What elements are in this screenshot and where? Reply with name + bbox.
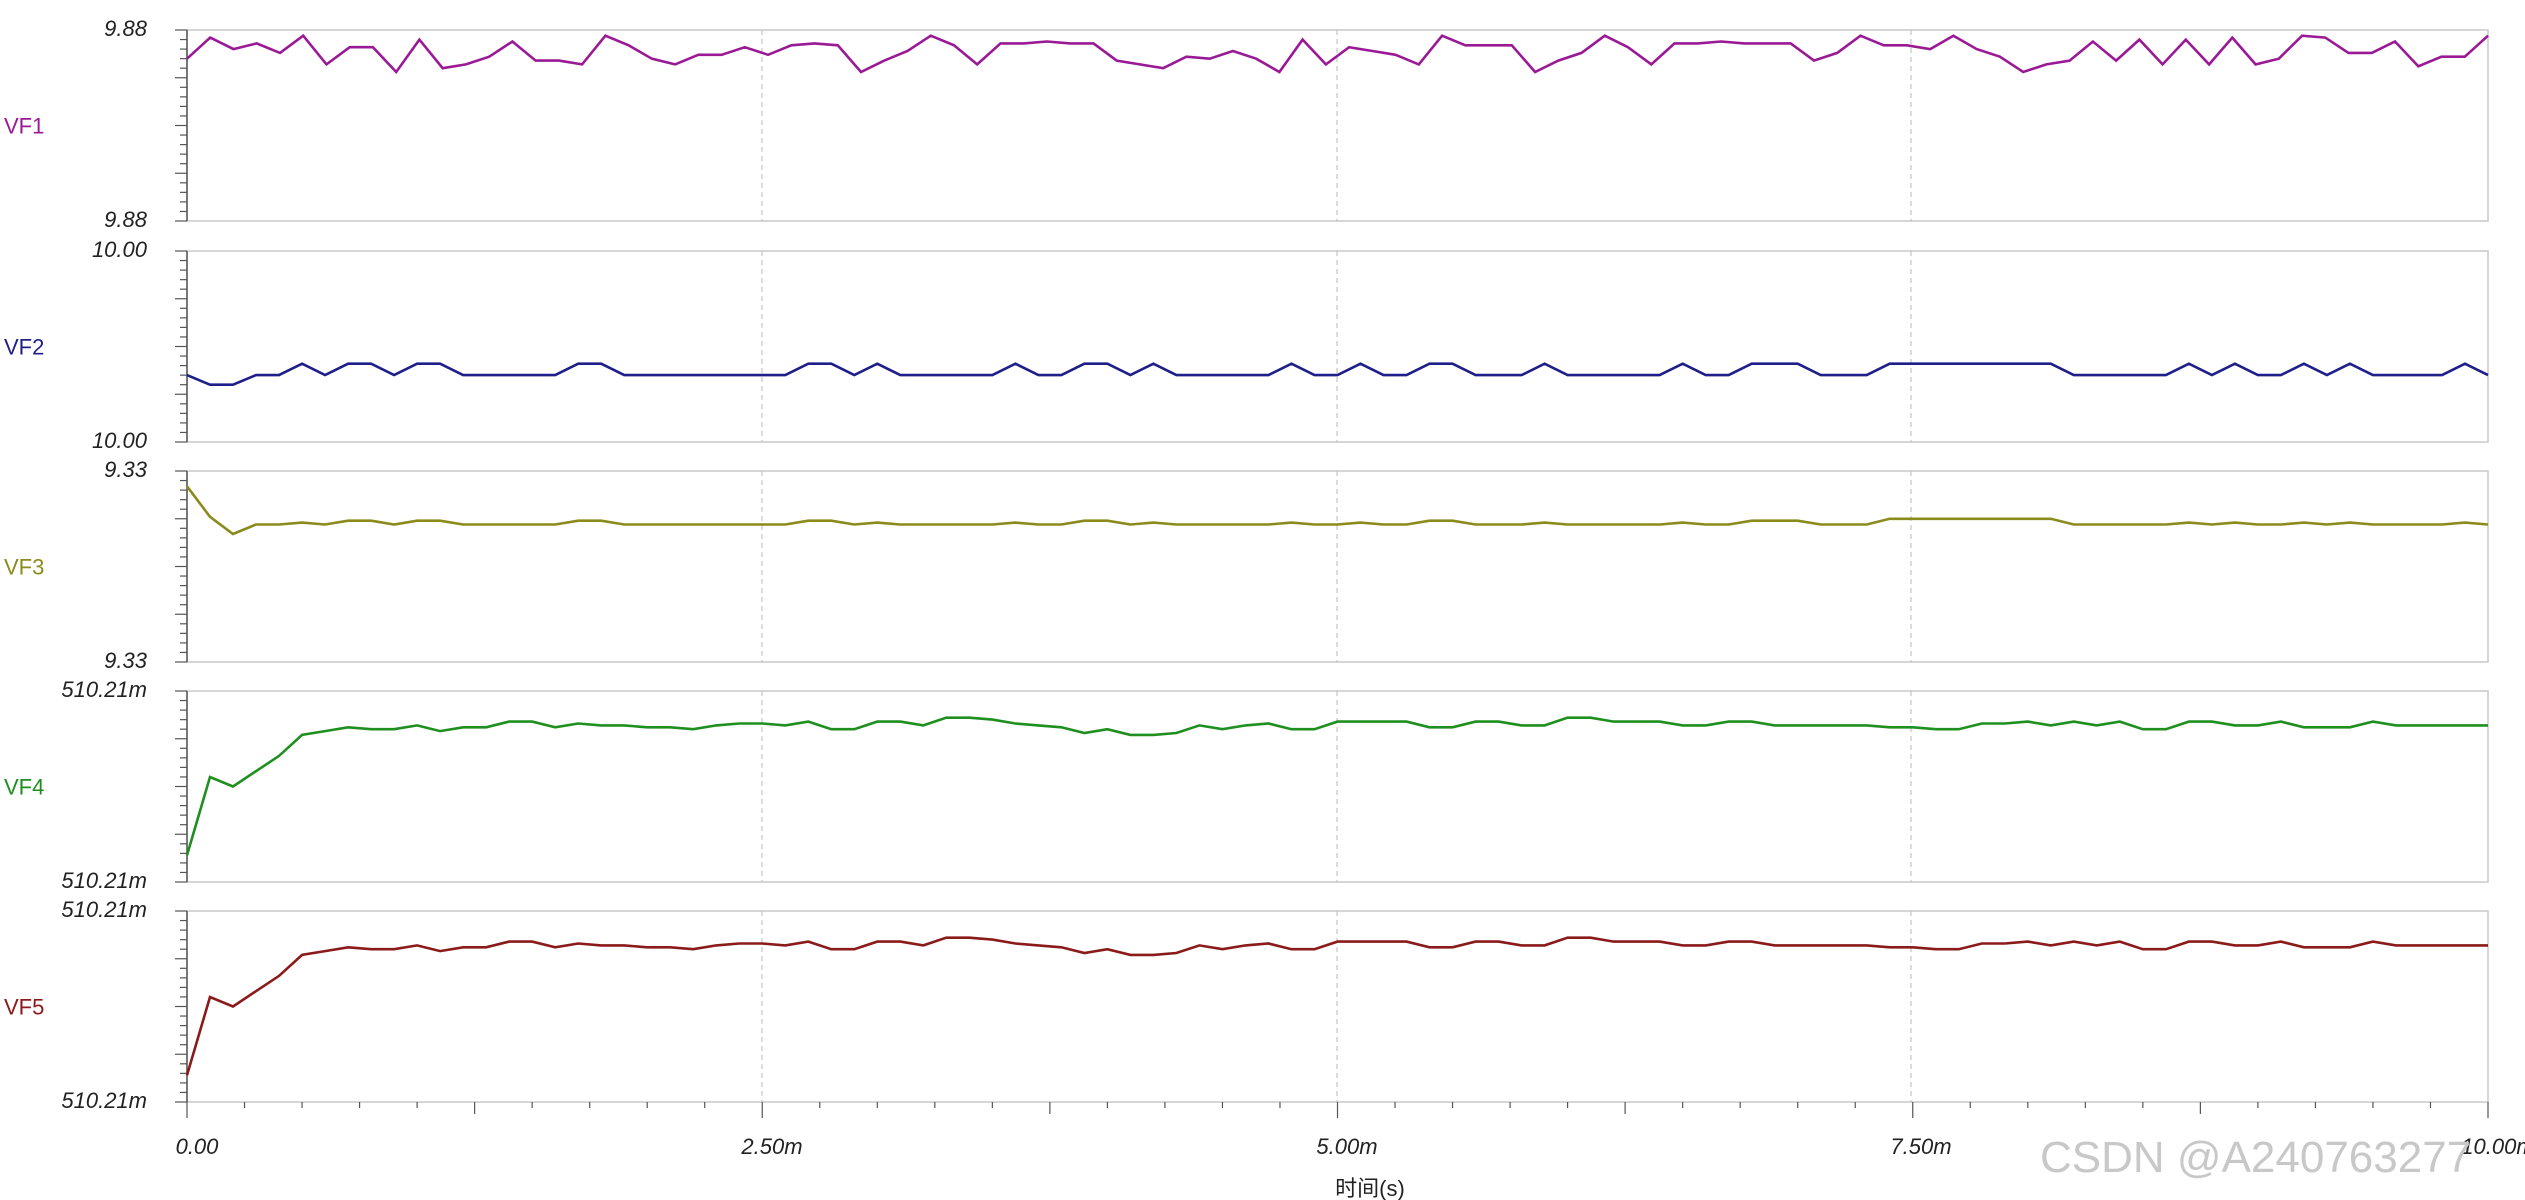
x-tick-label: 0.00	[176, 1134, 220, 1159]
watermark: CSDN @A240763277	[2040, 1133, 2471, 1182]
series-name-vf5: VF5	[4, 995, 44, 1020]
plot-panel-vf5: 510.21m 510.21m VF5	[4, 897, 2489, 1113]
series-line-vf3	[185, 485, 2489, 536]
series-name-vf3: VF3	[4, 555, 44, 580]
y-tick-label-top: 9.88	[104, 16, 148, 41]
y-tick-label-bottom: 510.21m	[61, 1088, 147, 1113]
x-axis-title: 时间(s)	[1335, 1176, 1405, 1200]
series-name-vf2: VF2	[4, 335, 44, 360]
y-tick-label-bottom: 510.21m	[61, 868, 147, 893]
panel-frame	[186, 470, 2489, 663]
plot-panel-vf3: 9.33 9.33 VF3	[4, 457, 2489, 673]
series-line-vf5	[185, 936, 2488, 1076]
series-name-vf4: VF4	[4, 775, 44, 800]
plot-panel-vf4: 510.21m 510.21m VF4	[4, 677, 2489, 893]
x-tick-label: 10.00m	[2461, 1134, 2525, 1159]
x-tick-label: 5.00m	[1316, 1134, 1377, 1159]
y-tick-label-top: 10.00	[92, 237, 148, 262]
chart-panels: 9.88 9.88 VF1 10.00 10.00 VF2 9.33 9.33 VF3 510.2…	[4, 16, 2489, 1113]
series-line-vf4	[185, 716, 2488, 856]
y-tick-label-bottom: 9.88	[104, 207, 148, 232]
y-tick-label-bottom: 10.00	[92, 428, 148, 453]
plot-panel-vf2: 10.00 10.00 VF2	[4, 237, 2489, 453]
y-tick-label-top: 9.33	[104, 457, 148, 482]
y-tick-label-top: 510.21m	[61, 897, 147, 922]
x-axis: 0.00 2.50m 5.00m 7.50m 10.00m	[176, 1102, 2525, 1159]
series-name-vf1: VF1	[4, 114, 44, 139]
series-line-vf2	[186, 362, 2489, 387]
series-line-vf1	[186, 33, 2489, 75]
y-tick-label-top: 510.21m	[61, 677, 147, 702]
plot-panel-vf1: 9.88 9.88 VF1	[4, 16, 2489, 232]
y-tick-label-bottom: 9.33	[104, 648, 148, 673]
x-tick-label: 7.50m	[1890, 1134, 1951, 1159]
x-tick-label: 2.50m	[740, 1134, 802, 1159]
